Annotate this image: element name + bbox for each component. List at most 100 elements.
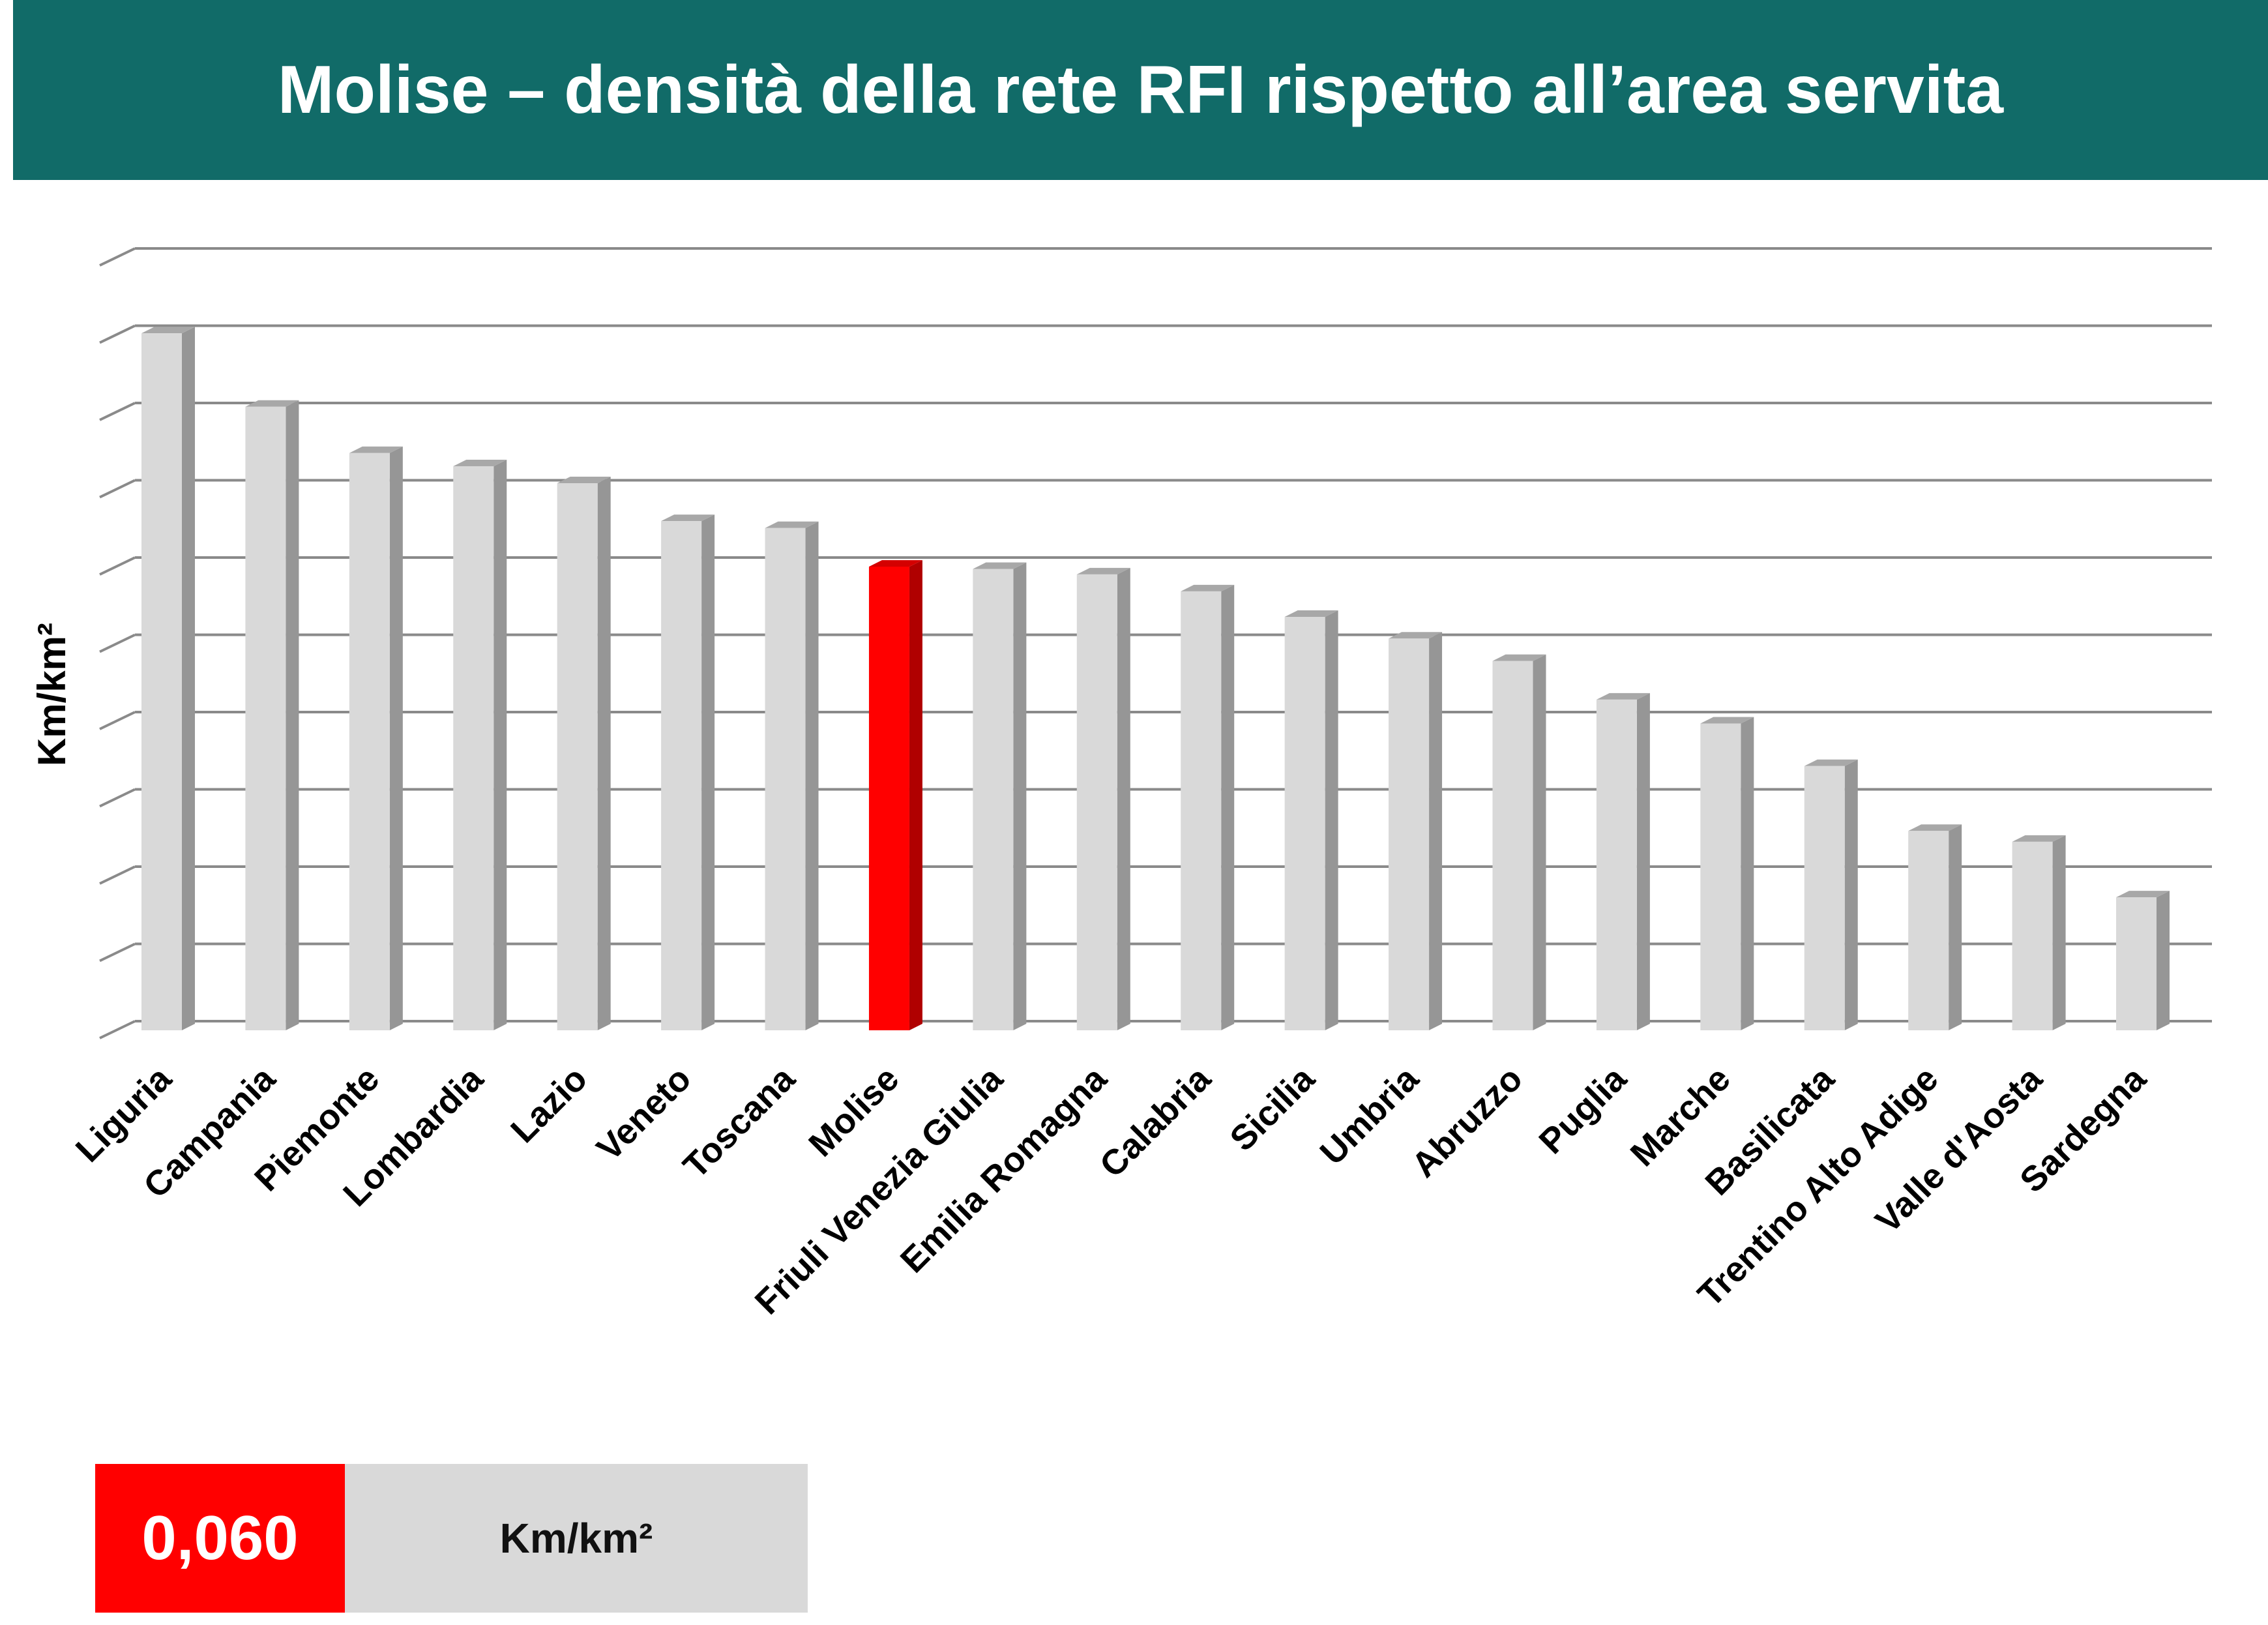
bar-umbria bbox=[1389, 632, 1443, 1030]
gridline-tick bbox=[99, 865, 136, 885]
bar-top bbox=[765, 521, 819, 528]
bar-side bbox=[493, 459, 507, 1030]
bar-marche bbox=[1700, 717, 1754, 1030]
bar-top bbox=[1181, 584, 1235, 591]
gridline-tick bbox=[99, 633, 136, 653]
gridline-tick bbox=[99, 1020, 136, 1039]
bar-basilicata bbox=[1804, 759, 1858, 1030]
bar-face bbox=[1389, 638, 1430, 1030]
molise-value-callout: 0,060 Km/km² bbox=[95, 1464, 808, 1613]
x-tick-label: Toscana bbox=[676, 1058, 803, 1185]
callout-value: 0,060 bbox=[95, 1464, 345, 1613]
bar-trentino-alto-adige bbox=[1908, 824, 1962, 1030]
bar-face bbox=[349, 453, 390, 1030]
bar-piemonte bbox=[349, 446, 403, 1030]
bar-side bbox=[597, 477, 611, 1030]
bar-face bbox=[2012, 841, 2053, 1030]
bar-top bbox=[453, 459, 507, 466]
bar-face bbox=[1700, 723, 1741, 1030]
bar-side bbox=[1741, 717, 1754, 1030]
bar-top bbox=[1908, 824, 1962, 831]
bar-top bbox=[1492, 654, 1546, 661]
bar-top bbox=[2116, 891, 2170, 898]
page-title: Molise – densità della rete RFI rispetto… bbox=[277, 52, 2004, 128]
bar-face bbox=[661, 521, 702, 1030]
bar-emilia-romagna bbox=[1076, 567, 1130, 1030]
x-tick-label: Abruzzo bbox=[1404, 1059, 1530, 1185]
bar-face bbox=[765, 528, 806, 1030]
gridline-tick bbox=[99, 324, 136, 344]
bar-side bbox=[286, 400, 299, 1030]
bar-top bbox=[973, 562, 1027, 569]
bar-top bbox=[661, 514, 715, 522]
bar-top bbox=[1596, 693, 1650, 700]
bar-face bbox=[1804, 766, 1845, 1030]
gridline-tick bbox=[99, 479, 136, 499]
y-axis-label: Km/km² bbox=[30, 623, 74, 766]
bar-side bbox=[1325, 610, 1338, 1030]
bar-sardegna bbox=[2116, 891, 2170, 1030]
gridline-tick bbox=[99, 247, 136, 267]
gridline-tick bbox=[99, 402, 136, 421]
bar-face bbox=[1492, 661, 1533, 1030]
bar-face bbox=[1596, 699, 1637, 1030]
bar-toscana bbox=[765, 521, 819, 1030]
bar-lombardia bbox=[453, 459, 507, 1030]
bar-side bbox=[701, 514, 715, 1030]
bar-campania bbox=[245, 400, 299, 1030]
bar-side bbox=[1013, 562, 1027, 1030]
gridline-tick bbox=[99, 711, 136, 730]
bar-face bbox=[1908, 831, 1949, 1030]
bar-face bbox=[141, 333, 182, 1030]
bar-face bbox=[868, 567, 909, 1030]
bar-friuli-venezia-giulia bbox=[973, 562, 1027, 1030]
gridline-tick bbox=[99, 556, 136, 576]
bar-top bbox=[349, 446, 403, 453]
bar-side bbox=[389, 446, 403, 1030]
header-bar: Molise – densità della rete RFI rispetto… bbox=[13, 0, 2268, 180]
bar-top bbox=[868, 560, 922, 567]
bar-side bbox=[1949, 824, 1962, 1030]
bar-top bbox=[1700, 717, 1754, 724]
x-tick-label: Puglia bbox=[1531, 1058, 1634, 1161]
bar-side bbox=[2052, 835, 2066, 1030]
bar-face bbox=[2116, 897, 2157, 1030]
bar-side bbox=[1221, 584, 1235, 1030]
bar-face bbox=[973, 569, 1014, 1030]
bar-face bbox=[245, 406, 286, 1030]
x-tick-label: Molise bbox=[801, 1059, 906, 1164]
bar-sicilia bbox=[1284, 610, 1338, 1030]
bar-veneto bbox=[661, 514, 715, 1030]
bar-calabria bbox=[1181, 584, 1235, 1030]
gridline-tick bbox=[99, 788, 136, 808]
bar-side bbox=[805, 521, 819, 1030]
bar-face bbox=[557, 483, 598, 1030]
bar-side bbox=[1117, 567, 1130, 1030]
bar-top bbox=[1389, 632, 1443, 639]
bar-face bbox=[1076, 574, 1117, 1030]
bar-top bbox=[1804, 759, 1858, 766]
bar-side bbox=[909, 560, 922, 1030]
bar-top bbox=[1284, 610, 1338, 618]
bar-face bbox=[453, 466, 494, 1030]
bar-puglia bbox=[1596, 693, 1650, 1030]
bar-side bbox=[2157, 891, 2170, 1030]
bar-liguria bbox=[141, 327, 195, 1030]
x-tick-label: Sicilia bbox=[1222, 1058, 1322, 1158]
bar-side bbox=[1636, 693, 1650, 1030]
bar-top bbox=[245, 400, 299, 407]
gridline-tick bbox=[99, 942, 136, 962]
bar-valle-d-aosta bbox=[2012, 835, 2066, 1030]
bars bbox=[141, 327, 2170, 1030]
x-tick-label: Calabria bbox=[1093, 1058, 1219, 1185]
bar-abruzzo bbox=[1492, 654, 1546, 1030]
bar-side bbox=[1844, 759, 1858, 1030]
bar-lazio bbox=[557, 477, 611, 1030]
bar-top bbox=[1076, 567, 1130, 574]
gridlines bbox=[99, 247, 2212, 1039]
bar-side bbox=[1533, 654, 1546, 1030]
bar-side bbox=[1429, 632, 1443, 1030]
bar-top bbox=[141, 327, 195, 334]
bar-top bbox=[557, 477, 611, 484]
